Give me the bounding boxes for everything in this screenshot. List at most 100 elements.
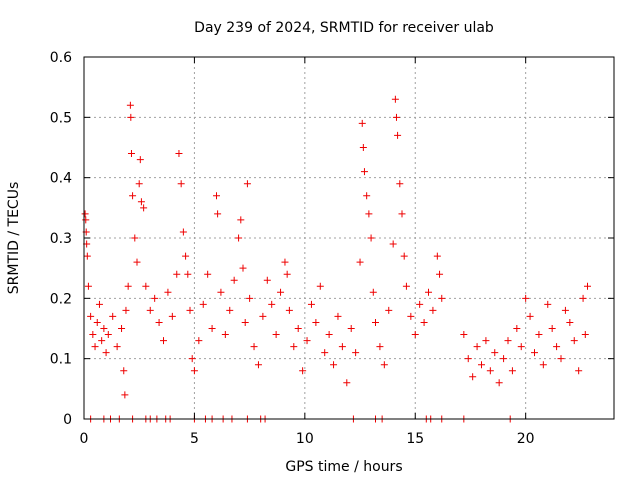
data-point — [343, 379, 351, 387]
data-point — [508, 367, 516, 375]
data-point — [389, 240, 397, 248]
x-tick-label: 0 — [80, 431, 89, 447]
data-point — [548, 325, 556, 332]
data-point — [127, 150, 135, 158]
data-point — [164, 288, 172, 296]
data-point — [420, 318, 428, 326]
data-point — [504, 337, 512, 345]
data-point — [160, 337, 167, 345]
data-point — [213, 192, 220, 200]
data-point — [237, 216, 245, 224]
data-point — [307, 300, 315, 308]
data-point — [330, 361, 338, 369]
data-point — [214, 210, 222, 218]
data-point — [104, 331, 112, 339]
data-point — [118, 325, 126, 332]
data-point — [438, 294, 446, 302]
data-point — [182, 252, 190, 260]
data-point — [359, 144, 367, 151]
data-point — [513, 325, 521, 332]
data-point — [173, 270, 181, 278]
data-point — [179, 228, 187, 236]
data-point — [155, 318, 163, 326]
x-tick-label: 20 — [517, 431, 535, 447]
data-point — [478, 361, 485, 369]
data-point — [429, 306, 437, 314]
data-point — [312, 318, 320, 326]
data-point — [464, 355, 472, 363]
data-point — [127, 113, 135, 121]
data-point — [250, 343, 258, 351]
data-point — [338, 343, 346, 351]
data-point — [325, 331, 333, 339]
x-tick-label: 10 — [296, 431, 314, 447]
data-point — [367, 234, 375, 242]
data-point — [221, 331, 229, 339]
data-point — [175, 150, 183, 158]
data-point — [581, 331, 589, 339]
data-point — [188, 355, 196, 363]
y-tick-label: 0.1 — [50, 352, 72, 368]
data-point — [553, 343, 561, 351]
data-point — [299, 367, 307, 375]
data-point — [500, 355, 508, 363]
data-point — [358, 119, 366, 127]
data-point — [135, 180, 143, 188]
data-point — [544, 300, 552, 308]
data-point — [254, 361, 262, 369]
data-point — [360, 168, 368, 176]
y-tick-label: 0.4 — [50, 171, 72, 187]
data-point — [122, 306, 130, 314]
data-point — [566, 318, 574, 326]
data-point — [372, 318, 379, 326]
data-points — [81, 95, 591, 423]
y-tick-label: 0 — [63, 412, 72, 428]
data-point — [243, 180, 251, 188]
data-point — [473, 343, 481, 351]
data-point — [334, 312, 342, 320]
data-point — [177, 180, 185, 188]
data-point — [283, 270, 291, 278]
data-point — [98, 337, 106, 345]
data-point — [102, 349, 110, 357]
data-point — [380, 361, 388, 369]
y-tick-label: 0.3 — [50, 231, 72, 247]
data-point — [82, 216, 90, 224]
data-point — [285, 306, 293, 314]
data-point — [407, 312, 415, 320]
data-point — [120, 367, 128, 375]
data-point — [561, 306, 569, 314]
data-point — [526, 312, 534, 320]
data-point — [126, 101, 134, 109]
data-point — [217, 288, 225, 296]
data-point — [208, 325, 216, 332]
data-point — [246, 294, 254, 302]
data-point — [87, 312, 95, 320]
data-point — [575, 367, 583, 375]
data-point — [109, 312, 117, 320]
data-point — [190, 367, 198, 375]
data-point — [365, 210, 373, 218]
data-point — [352, 349, 360, 357]
data-point — [385, 306, 393, 314]
data-point — [131, 234, 139, 242]
data-point — [535, 331, 543, 339]
data-point — [137, 198, 145, 206]
data-point — [303, 337, 311, 345]
data-point — [392, 113, 400, 121]
data-point — [491, 349, 499, 357]
y-tick-label: 0.2 — [50, 291, 72, 307]
data-point — [277, 288, 285, 296]
data-point — [89, 331, 97, 339]
data-point — [557, 355, 565, 363]
x-tick-label: 5 — [190, 431, 199, 447]
data-point — [460, 331, 468, 339]
data-point — [539, 361, 547, 369]
data-point — [570, 337, 578, 345]
data-point — [186, 306, 194, 314]
data-point — [416, 300, 424, 308]
y-axis-label: SRMTID / TECUs — [6, 182, 22, 295]
grid-lines — [84, 57, 614, 419]
